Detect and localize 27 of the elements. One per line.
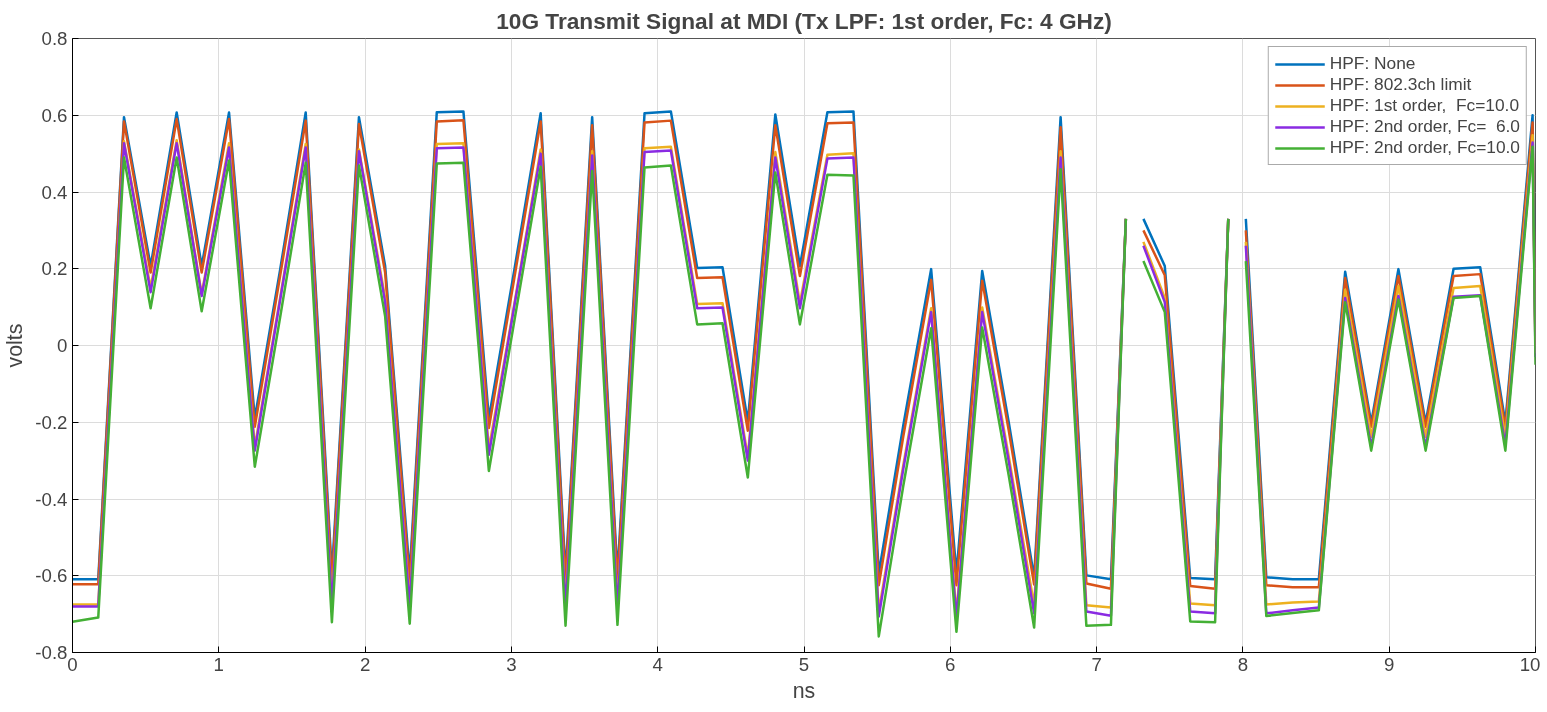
- chart-title: 10G Transmit Signal at MDI (Tx LPF: 1st order, Fc: 4 GHz): [496, 7, 1112, 34]
- x-tick-label: 2: [359, 653, 371, 675]
- y-tick-label: -0.4: [35, 488, 68, 510]
- x-tick-label: 5: [798, 653, 810, 675]
- x-axis-title: ns: [792, 678, 816, 703]
- x-tick-label: 9: [1384, 653, 1395, 675]
- x-tick-label: 10: [1519, 653, 1541, 675]
- y-tick-label: -0.2: [35, 411, 68, 433]
- legend-label: HPF: 2nd order, Fc=10.0: [1329, 137, 1520, 158]
- y-tick-label: 0.8: [41, 28, 68, 49]
- x-tick-label: 3: [506, 653, 517, 675]
- legend-label: HPF: 2nd order, Fc= 6.0: [1329, 116, 1520, 137]
- x-tick-label: 8: [1237, 653, 1249, 675]
- legend-label: HPF: 802.3ch limit: [1329, 74, 1472, 95]
- y-axis-title: volts: [3, 323, 28, 368]
- y-tick-label: 0.2: [41, 258, 68, 280]
- y-tick-label: 0: [57, 335, 68, 356]
- x-tick-label: 7: [1091, 653, 1102, 675]
- y-tick-label: 0.4: [41, 181, 68, 203]
- legend-label: HPF: None: [1329, 53, 1416, 74]
- y-tick-label: 0.6: [41, 104, 68, 126]
- y-tick-label: -0.8: [35, 642, 68, 663]
- legend-label: HPF: 1st order, Fc=10.0: [1329, 95, 1520, 116]
- y-tick-label: -0.6: [35, 565, 68, 587]
- x-tick-label: 1: [213, 653, 224, 675]
- x-tick-label: 4: [652, 653, 663, 675]
- x-tick-label: 6: [945, 653, 956, 675]
